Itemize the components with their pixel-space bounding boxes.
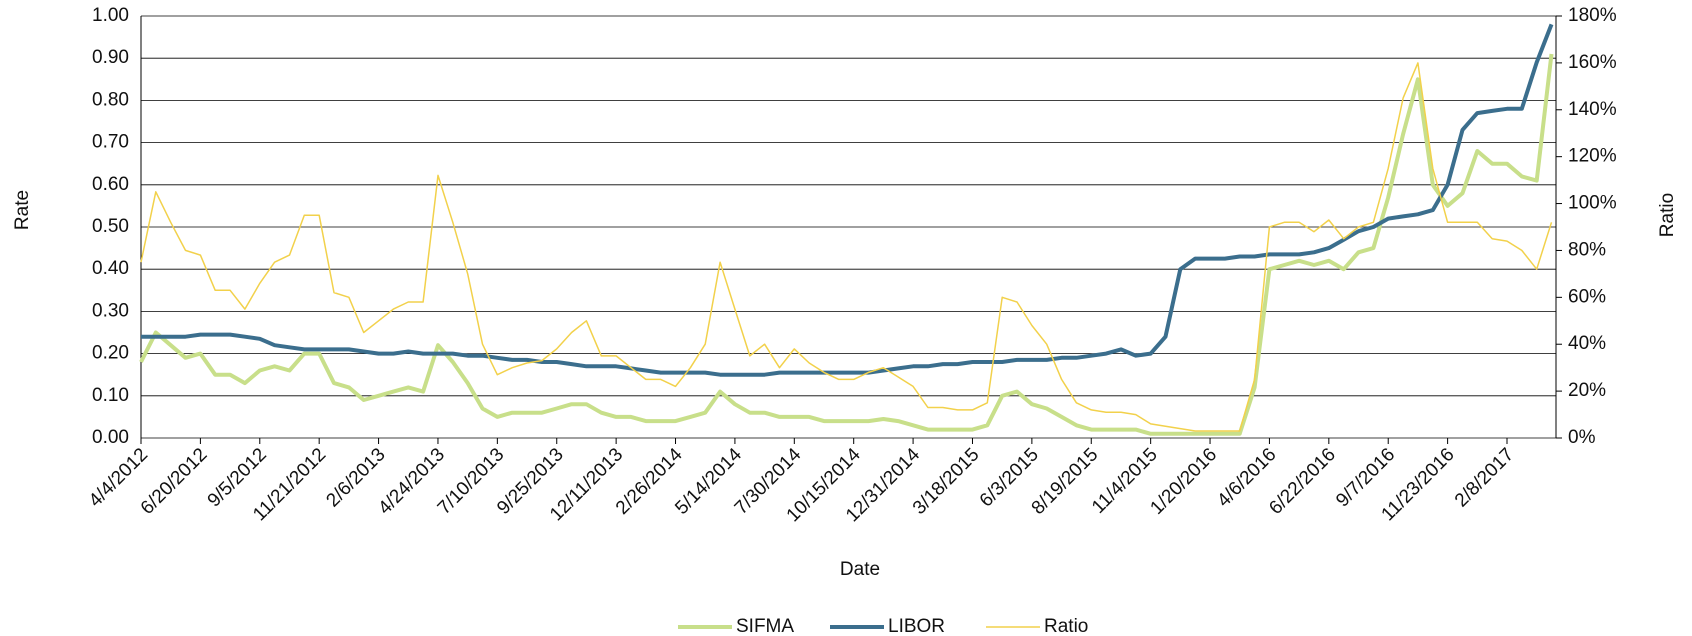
- y2-tick-label: 40%: [1568, 333, 1606, 354]
- y2-tick-label: 100%: [1568, 193, 1617, 214]
- y2-tick-label: 120%: [1568, 146, 1617, 167]
- y-tick-label: 0.60: [92, 174, 129, 195]
- y-tick-label: 0.10: [92, 385, 129, 406]
- y2-tick-label: 60%: [1568, 286, 1606, 307]
- y-tick-label: 0.40: [92, 258, 129, 279]
- legend-label: LIBOR: [888, 616, 945, 636]
- series-line: [139, 53, 1554, 436]
- series-line: [140, 62, 1553, 432]
- y2-tick-label: 140%: [1568, 99, 1617, 120]
- y-tick-label: 0.70: [92, 132, 129, 153]
- y-tick-label: 0.80: [92, 89, 129, 110]
- y2-tick-label: 80%: [1568, 239, 1606, 260]
- legend-label: SIFMA: [736, 616, 794, 636]
- y-tick-label: 0.50: [92, 216, 129, 237]
- y-tick-label: 0.00: [92, 427, 129, 448]
- y-tick-label: 0.90: [92, 47, 129, 68]
- y2-tick-label: 20%: [1568, 380, 1606, 401]
- series-line: [141, 23, 1554, 377]
- y2-tick-label: 160%: [1568, 52, 1617, 73]
- legend-label: Ratio: [1044, 616, 1088, 636]
- y-tick-label: 1.00: [92, 5, 129, 26]
- y-tick-label: 0.20: [92, 343, 129, 364]
- y-tick-label: 0.30: [92, 300, 129, 321]
- y2-tick-label: 180%: [1568, 5, 1617, 26]
- y2-tick-label: 0%: [1568, 427, 1596, 448]
- x-tick-label: 2/8/2017: [1451, 444, 1518, 511]
- x-axis-label: Date: [840, 559, 880, 580]
- y2-axis-label: Ratio: [1657, 193, 1678, 237]
- y-axis-label: Rate: [12, 190, 33, 230]
